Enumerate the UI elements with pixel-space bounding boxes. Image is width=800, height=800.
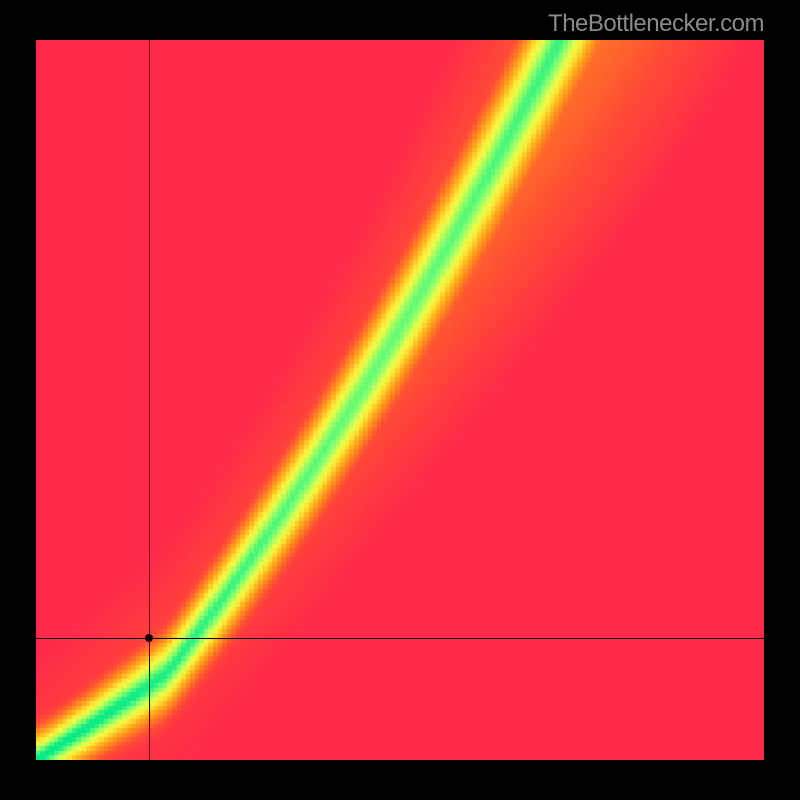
crosshair-marker	[145, 634, 153, 642]
heatmap-plot	[36, 40, 764, 760]
heatmap-canvas	[36, 40, 764, 760]
watermark-text: TheBottlenecker.com	[548, 10, 764, 38]
crosshair-vertical	[149, 40, 150, 760]
